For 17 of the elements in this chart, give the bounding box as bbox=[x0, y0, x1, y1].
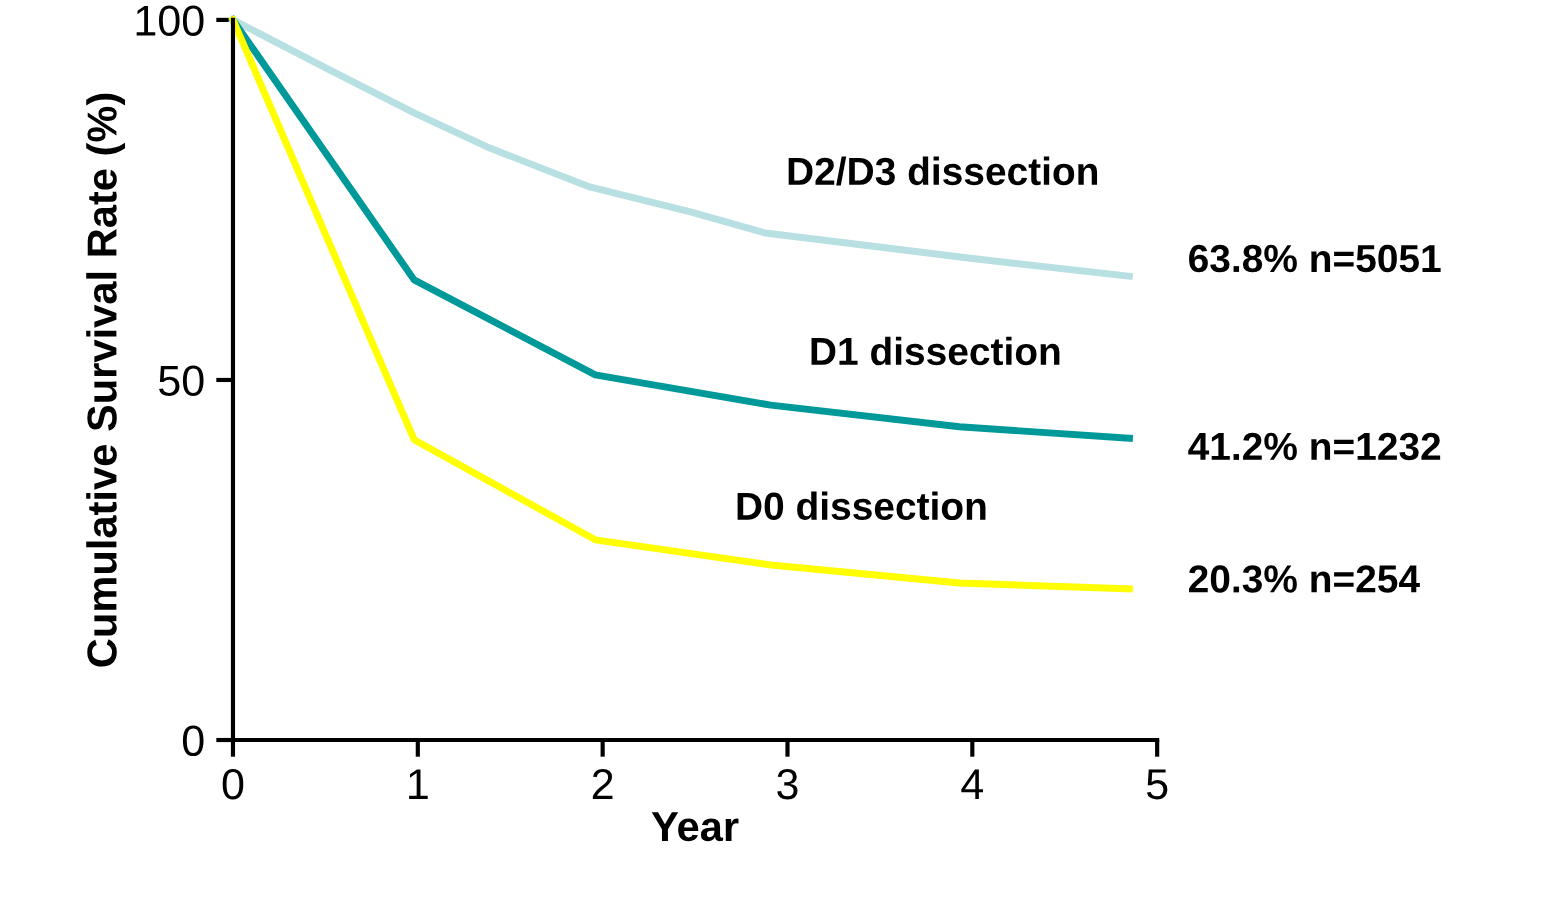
x-tick-label: 5 bbox=[1146, 769, 1168, 800]
text: 63.8% n=5051 bbox=[1189, 244, 1441, 273]
annotation: D1 dissection bbox=[811, 336, 1060, 366]
text: 20.3% n=254 bbox=[1189, 565, 1420, 593]
x-tick-label: 3 bbox=[777, 768, 798, 800]
y-tick-label: 100 bbox=[136, 5, 204, 36]
annotation: D2/D3 dissection bbox=[788, 156, 1098, 186]
x-tick-label: 0 bbox=[222, 768, 244, 800]
annotation: D0 dissection bbox=[737, 491, 986, 521]
x-axis-title: Year bbox=[651, 812, 739, 842]
x-tick-label: 2 bbox=[592, 768, 613, 799]
y-tick-label: 50 bbox=[159, 365, 204, 396]
y-tick-label: 0 bbox=[182, 725, 204, 757]
x-tick-label: 4 bbox=[961, 769, 984, 799]
x-tick-label: 1 bbox=[409, 769, 428, 799]
text: 41.2% n=1232 bbox=[1188, 432, 1441, 461]
y-axis-title: Cumulative Survival Rate (%) bbox=[86, 93, 126, 667]
